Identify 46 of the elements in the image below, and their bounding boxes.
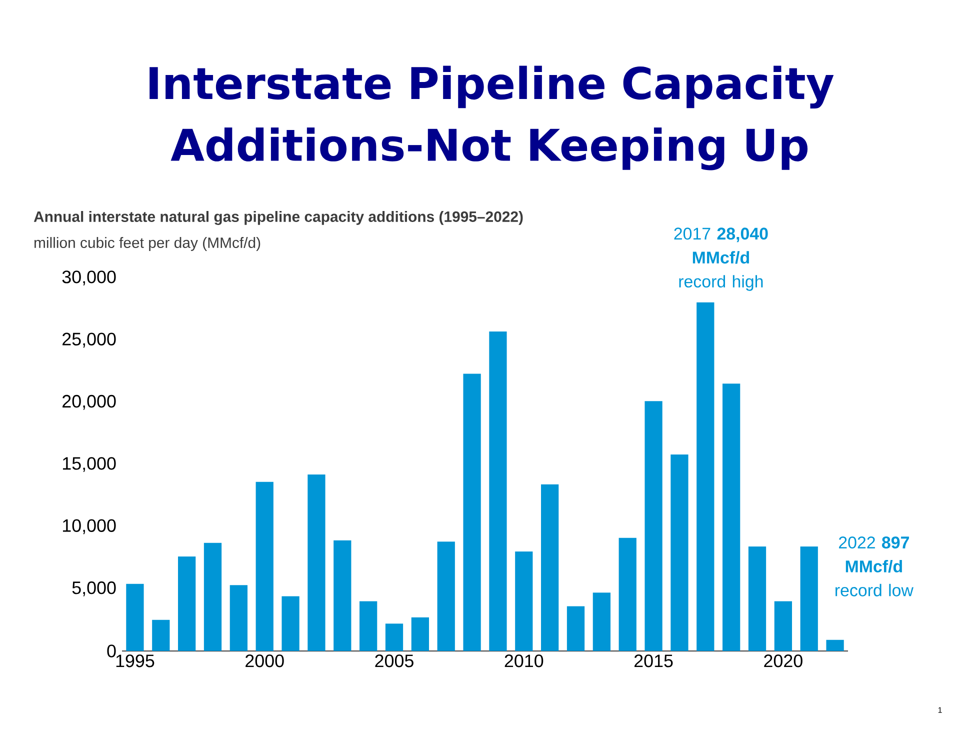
y-tick-label: 30,000 — [62, 270, 116, 286]
bar — [566, 606, 585, 651]
annotation: 2022 897 MMcf/d record low — [836, 536, 914, 596]
bar — [541, 484, 559, 651]
x-tick-label: 2015 — [634, 654, 673, 668]
bar — [774, 601, 792, 651]
x-tick-label: 2000 — [246, 654, 284, 668]
bar — [644, 401, 662, 651]
bar — [592, 592, 610, 651]
bar — [385, 624, 404, 651]
bar — [463, 374, 481, 651]
x-tick-label: 2010 — [504, 654, 544, 668]
y-tick-label: 0 — [107, 644, 116, 658]
annotation: 2017 28,040 MMcf/d record high — [674, 228, 768, 291]
y-tick-label: 5,000 — [72, 581, 116, 596]
y-axis-title: million cubic feet per day (MMcf/d) — [34, 237, 260, 251]
bar — [826, 640, 844, 651]
bar — [204, 542, 222, 651]
y-tick-label: 20,000 — [62, 394, 116, 410]
bar — [437, 542, 455, 651]
x-tick-label: 2020 — [764, 654, 802, 668]
bar — [308, 474, 326, 651]
bar — [178, 556, 196, 651]
bar — [489, 331, 507, 651]
bar — [411, 617, 429, 651]
bar — [515, 552, 533, 651]
bar — [152, 620, 170, 651]
bar — [748, 546, 766, 651]
chart-subtitle: Annual interstate natural gas pipeline capacity additions (1995–2022) — [34, 210, 523, 225]
x-tick-label: 2005 — [375, 654, 414, 668]
y-tick-label: 10,000 — [62, 519, 116, 534]
y-tick-label: 15,000 — [62, 457, 116, 472]
bar — [126, 584, 144, 651]
bar — [256, 482, 274, 651]
bar — [334, 540, 352, 651]
bar — [282, 596, 300, 651]
bar — [360, 601, 378, 651]
bar — [230, 585, 248, 651]
bar — [618, 538, 636, 651]
bar — [696, 302, 714, 651]
bar — [722, 384, 740, 651]
chart-title: Interstate Pipeline Capacity Additions-Not Keeping Up — [150, 66, 834, 170]
y-tick-label: 25,000 — [62, 332, 116, 348]
x-tick-label: 1995 — [116, 654, 154, 668]
bar — [670, 454, 688, 651]
bar — [800, 546, 818, 651]
